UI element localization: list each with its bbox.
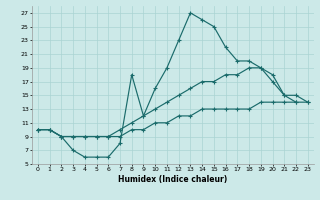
X-axis label: Humidex (Indice chaleur): Humidex (Indice chaleur) bbox=[118, 175, 228, 184]
